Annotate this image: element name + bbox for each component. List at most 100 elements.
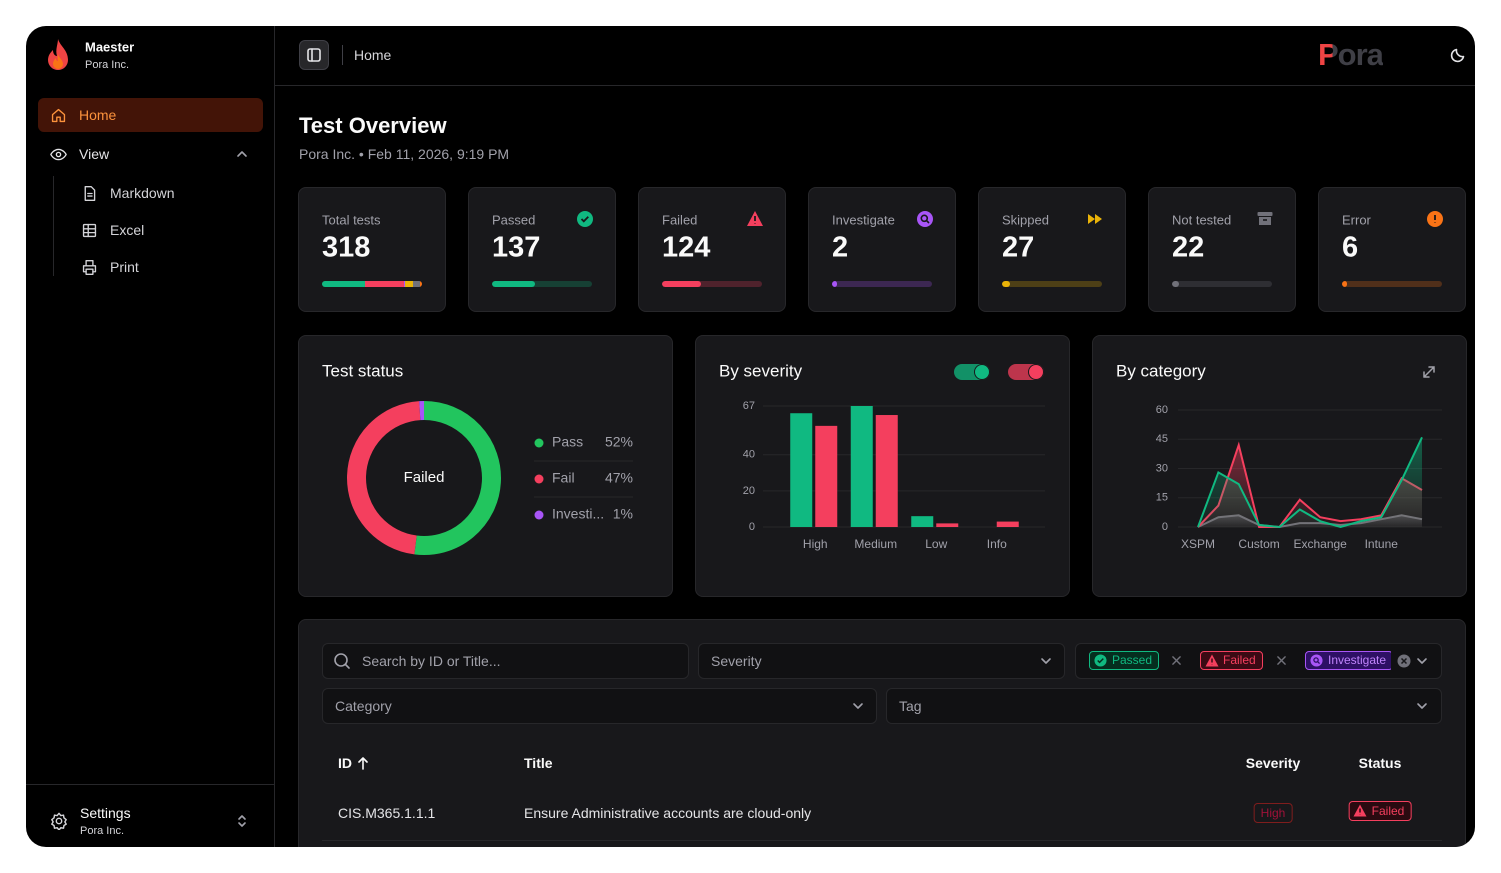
chevron-down — [853, 703, 863, 709]
app-window: Maester Pora Inc. Home View Markdown Exc… — [26, 26, 1475, 847]
stat-bar-segment — [404, 281, 405, 287]
icon-part — [1041, 658, 1051, 664]
legend-swatch — [534, 510, 544, 520]
stat-label: Skipped — [1002, 212, 1049, 228]
settings-label[interactable]: Settings — [80, 805, 131, 821]
severity-badge: High — [1253, 803, 1293, 823]
search-icon — [334, 653, 350, 669]
stat-value: 318 — [322, 231, 371, 264]
x-tick-label: Info — [987, 537, 1007, 551]
icon-part — [1277, 656, 1286, 665]
chevron-updown[interactable] — [236, 813, 248, 829]
table-icon — [82, 223, 97, 238]
nav-label[interactable]: Home — [79, 107, 117, 123]
stat-bar — [1002, 281, 1011, 287]
org-subtitle: Pora Inc. — [85, 59, 130, 71]
icon-part — [55, 817, 63, 825]
cell-id[interactable]: CIS.M365.1.1.1 — [338, 805, 436, 821]
series-toggle-knob — [1028, 364, 1044, 380]
tag-select[interactable]: Tag — [886, 688, 1442, 724]
stat-track — [1002, 281, 1102, 287]
expand-icon[interactable] — [1423, 366, 1435, 378]
icon-part — [55, 151, 62, 158]
x-tick-label: Medium — [854, 537, 897, 551]
x-tick-label: Intune — [1365, 537, 1399, 551]
gear-icon[interactable] — [50, 812, 68, 830]
breadcrumb: Home — [354, 47, 392, 63]
sidebar-footer-border — [26, 784, 275, 785]
icon-part — [51, 812, 67, 830]
status-chip[interactable]: Passed — [1089, 651, 1160, 670]
stat-icon — [917, 211, 933, 227]
warning-icon — [1205, 654, 1219, 667]
stat-label: Investigate — [832, 212, 895, 228]
nav-label[interactable]: Print — [110, 259, 139, 275]
search-input[interactable]: Search by ID or Title... — [322, 643, 689, 679]
sidebar-toggle[interactable] — [299, 40, 329, 70]
chip-clip: Investigate — [1299, 645, 1391, 677]
stat-bar-segment — [322, 281, 366, 287]
chevron-up[interactable] — [236, 149, 248, 159]
stat-label: Error — [1342, 212, 1371, 228]
x-tick-label: Low — [925, 537, 947, 551]
stat-bar — [1342, 281, 1347, 287]
stat-value: 27 — [1002, 231, 1035, 264]
status-chip[interactable]: Investigate — [1305, 651, 1391, 670]
severity-select[interactable]: Severity — [698, 643, 1065, 679]
chart-title: Test status — [322, 361, 403, 380]
clear-all[interactable] — [1397, 654, 1411, 668]
stat-value: 6 — [1342, 231, 1359, 264]
nav-label[interactable]: Markdown — [110, 185, 175, 201]
y-tick-label: 45 — [1156, 433, 1168, 445]
category-select[interactable]: Category — [322, 688, 877, 724]
chevron-down[interactable] — [1416, 656, 1428, 666]
chip-remove[interactable] — [1277, 656, 1286, 665]
home-icon — [51, 108, 66, 123]
donut-center-label: Failed — [404, 469, 445, 486]
column-header[interactable]: Status — [1358, 755, 1402, 771]
panel-icon — [307, 48, 321, 62]
chevron-down — [1041, 658, 1051, 664]
bar — [911, 516, 934, 527]
check-icon — [1094, 654, 1107, 667]
nav-label[interactable]: View — [79, 146, 110, 162]
icon-part — [237, 151, 247, 157]
icon-part — [358, 757, 368, 770]
icon-part — [580, 216, 589, 223]
icon-part — [1088, 214, 1102, 224]
cell-title[interactable]: Ensure Administrative accounts are cloud… — [524, 805, 812, 821]
chart-title: By category — [1116, 361, 1206, 380]
area — [1198, 437, 1422, 527]
warning-icon — [1353, 804, 1367, 817]
icon-part — [238, 815, 246, 827]
icon-part — [85, 268, 94, 275]
stat-bar-segment — [420, 281, 422, 287]
nav-label[interactable]: Excel — [110, 222, 145, 238]
icon-part — [1259, 217, 1271, 225]
legend-swatch — [534, 474, 544, 484]
stat-icon — [1257, 212, 1273, 225]
chip-remove[interactable] — [1172, 656, 1181, 665]
eye-icon — [50, 148, 67, 161]
icon-part — [307, 48, 321, 62]
legend-label: Investi... — [552, 506, 604, 522]
line — [1197, 436, 1423, 529]
icon-part — [51, 108, 66, 123]
topbar-border — [275, 85, 1475, 86]
column-header[interactable]: Severity — [1245, 755, 1301, 771]
chevron-down — [1417, 703, 1427, 709]
icon-part — [344, 663, 350, 669]
stat-value: 137 — [492, 231, 541, 264]
theme-toggle[interactable] — [1450, 47, 1466, 63]
column-header[interactable]: ID — [338, 755, 352, 771]
y-tick-label: 60 — [1156, 404, 1168, 416]
bar — [875, 415, 898, 527]
icon-part — [1417, 658, 1427, 664]
breadcrumb-separator — [342, 45, 343, 65]
icon-part — [1257, 212, 1273, 216]
column-header[interactable]: Title — [524, 755, 553, 771]
nav-home[interactable] — [38, 98, 263, 132]
chart-title: By severity — [719, 361, 803, 380]
y-tick-label: 40 — [743, 449, 755, 461]
series-toggle-knob — [974, 364, 990, 380]
